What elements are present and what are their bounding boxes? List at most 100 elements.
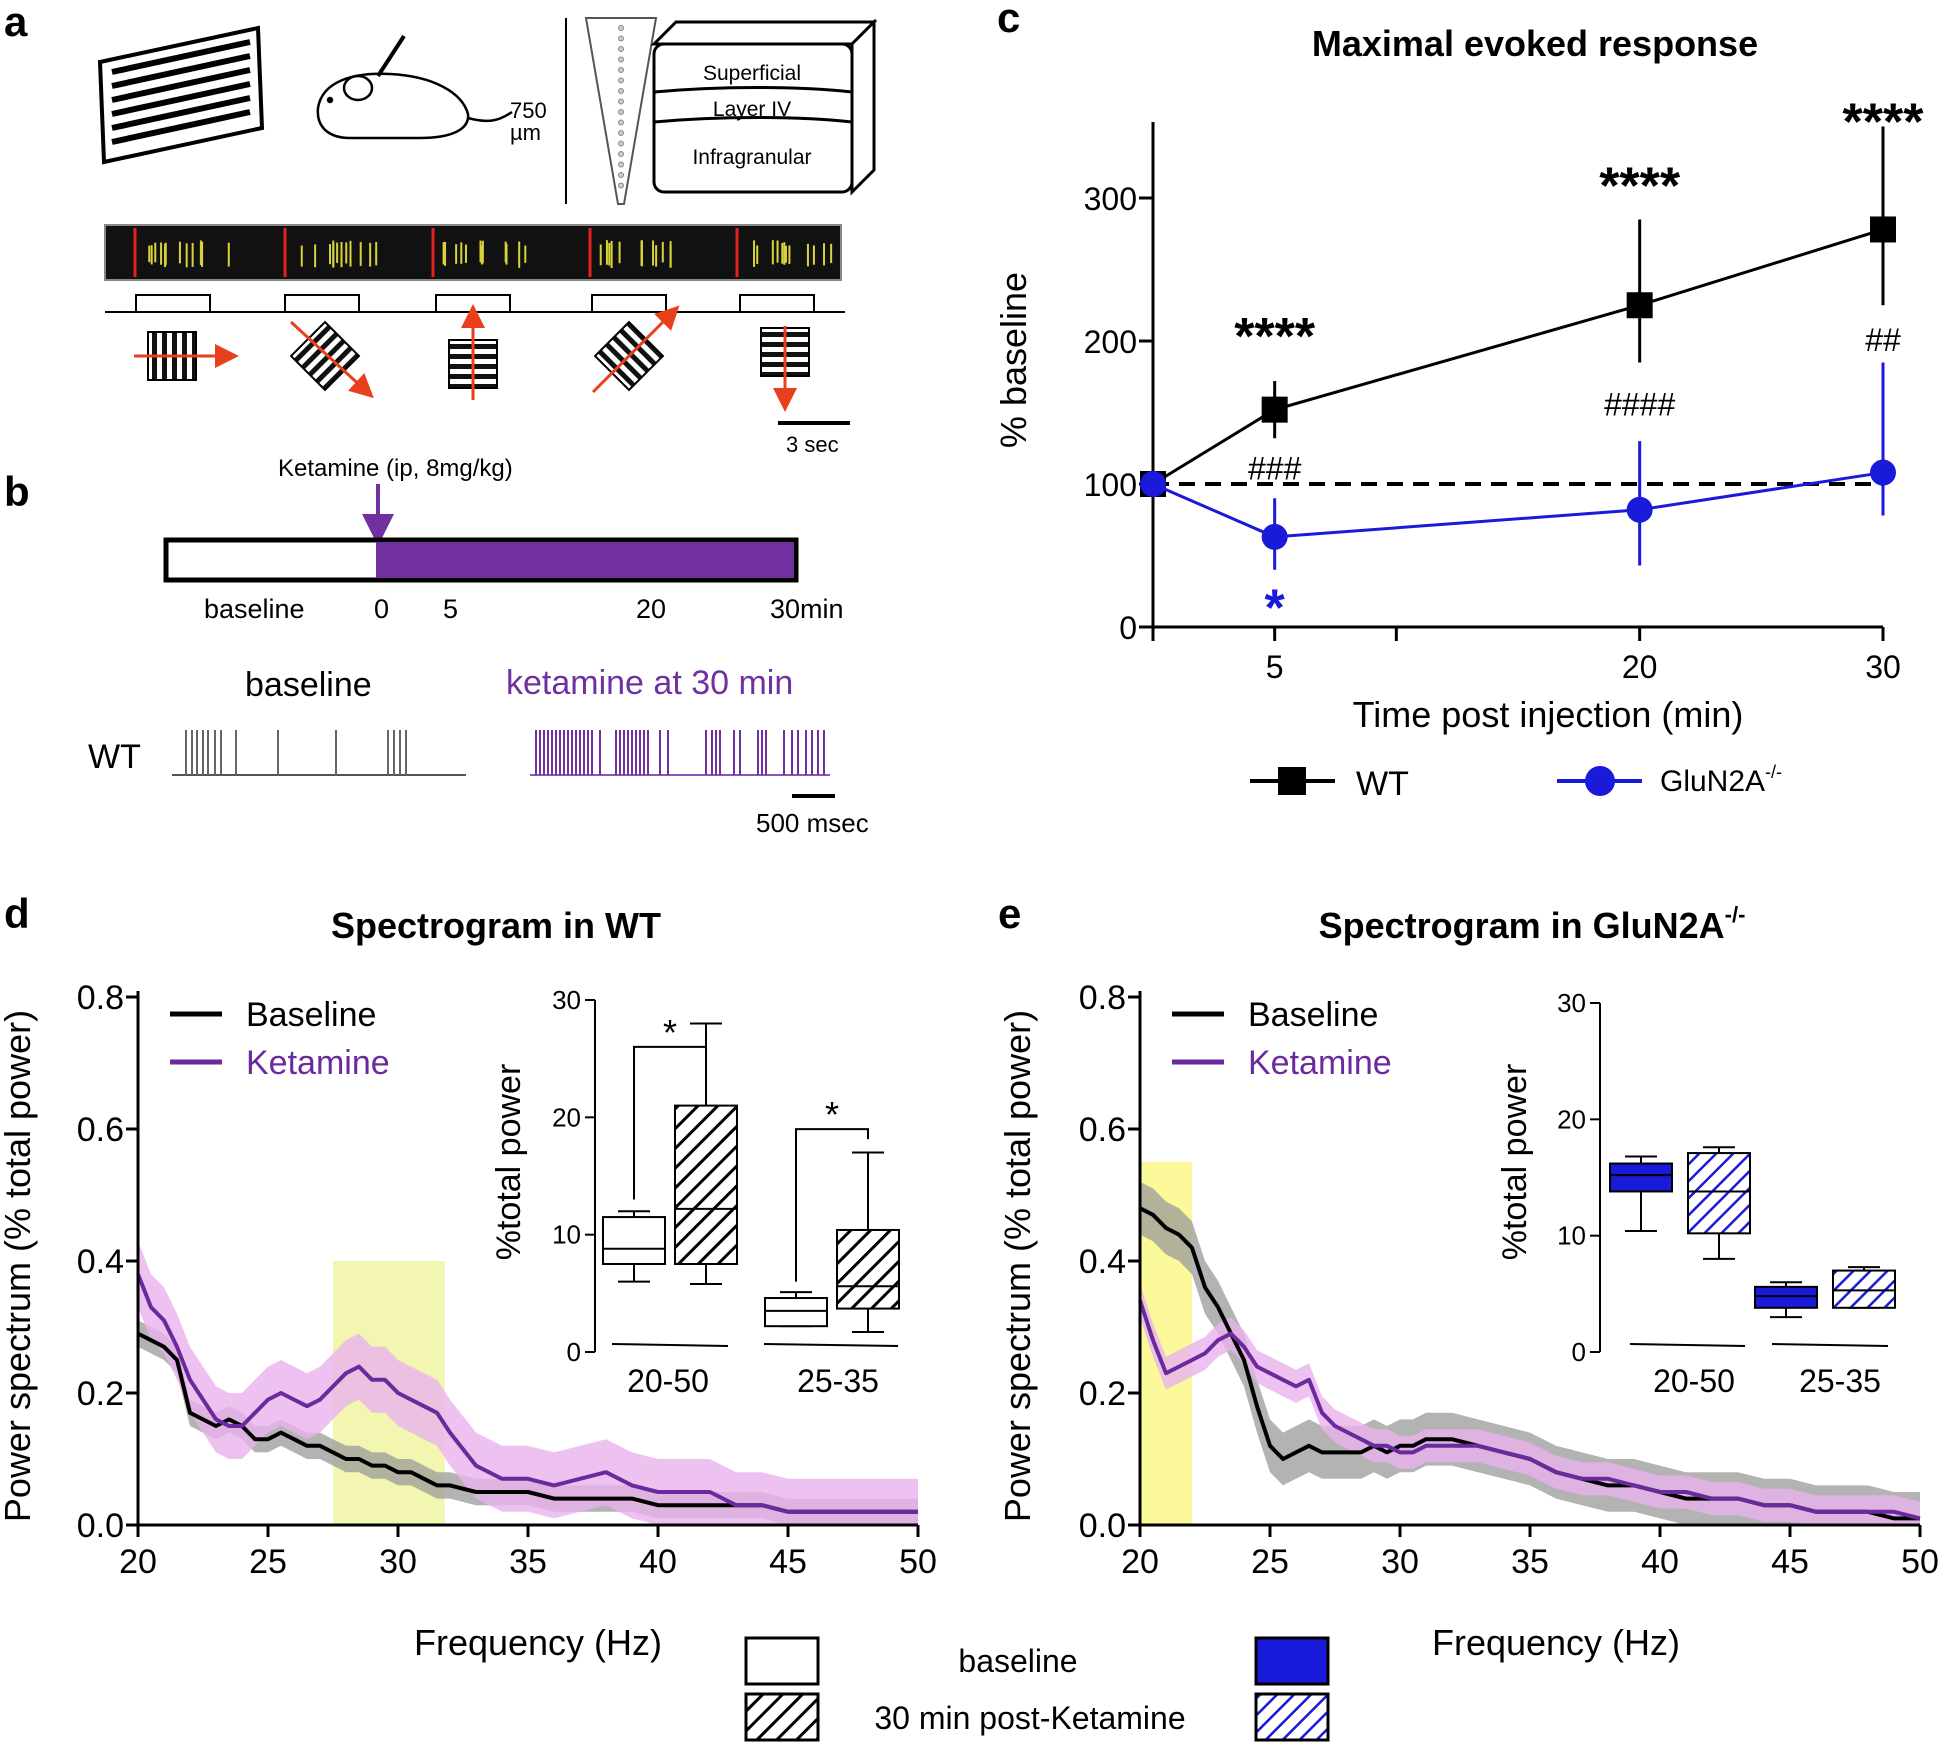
confidence-band-1 [138,1241,918,1525]
legend-ko-baseline-swatch [1254,1636,1330,1686]
chart-e-title: Spectrogram in GluN2A-/- [1319,902,1746,946]
confidence-band-1 [1140,1284,1920,1525]
x-tick-label: 50 [899,1543,937,1581]
x-tick-label: 25 [1251,1543,1289,1581]
significance-annotation: **** [1599,158,1681,216]
stimulus-on-block [739,294,815,313]
legend-e-ketamine-label: Ketamine [1248,1044,1392,1082]
x-tick-label: 35 [509,1543,547,1581]
ketamine-period-bar [376,542,794,578]
stimulus-blocks [135,294,815,313]
significance-star: * [663,1012,677,1053]
baseline-spike-trace [172,730,466,776]
panel-d-inset: %total power 0 10 20 30 20-50 25-35 * * [490,985,900,1399]
significance-bracket [633,1045,707,1200]
panel-e-inset: %total power 0 10 20 30 20-50 25-35 [1496,988,1896,1399]
group-underline [763,1343,899,1347]
chart-e-ylabel: Power spectrum (% total power) [997,1010,1038,1522]
panel-b-letter: b [4,468,30,515]
stimulus-on-block [135,294,211,313]
timeline-0-label: 0 [374,594,389,624]
data-point-circle [1626,496,1653,523]
box-25-35-ketamine [836,1228,900,1310]
y-tick-label: 0.2 [77,1375,124,1413]
panel-c-chart: Maximal evoked response Time post inject… [993,23,1924,735]
group-label: 20-50 [1653,1363,1735,1399]
significance-bracket [795,1128,869,1282]
y-tick-label: 0.8 [1079,979,1126,1017]
stimulus-on-block [284,294,360,313]
chart-e-xlabel: Frequency (Hz) [1432,1622,1680,1663]
legend-ko-ketamine-swatch [1254,1692,1330,1742]
stimulus-on-block [435,294,511,313]
inset-d-ylabel: %total power [490,1064,528,1261]
layer-label-infragranular: Infragranular [692,146,811,169]
legend-d-baseline-label: Baseline [246,996,376,1034]
legend-wt-ketamine-swatch [744,1692,820,1742]
group-underline [1629,1343,1746,1347]
x-tick-label: 5 [1266,649,1284,685]
legend-ko-marker [1585,766,1615,796]
electrode-site [618,98,624,105]
electrode-site [618,67,624,73]
mouse-icon [316,34,513,140]
timeline-baseline-label: baseline [204,594,305,624]
panel-d-letter: d [4,890,30,937]
box-20-50-ketamine [1687,1152,1751,1235]
monitor-grating-icon [97,25,265,165]
electrode-site [618,88,624,94]
inset-y-tick-label: 20 [552,1102,581,1132]
data-point-circle [1140,471,1166,497]
trace-baseline-title: baseline [245,666,372,704]
chart-c-legend: WT GluN2A-/- [1250,762,1782,803]
box-25-35-ketamine [1832,1269,1896,1309]
series-line-0 [1152,228,1884,486]
y-tick-label: 0.4 [1079,1243,1126,1281]
trace-genotype-label: WT [88,738,141,776]
y-tick-label: 0.8 [77,979,124,1017]
data-point-square [1626,292,1653,319]
direction-arrow-icon [289,320,374,399]
significance-annotation: **** [1843,93,1925,151]
panel-a-scale-label: 3 sec [786,432,839,457]
x-tick-label: 20 [119,1543,157,1581]
box-20-50-ketamine [674,1104,738,1265]
legend-wt-label: WT [1356,765,1409,803]
panel-c-letter: c [997,0,1020,41]
depth-label: 750 [510,98,547,123]
data-point-square [1261,396,1288,423]
x-tick-label: 40 [639,1543,677,1581]
x-tick-label: 45 [1771,1543,1809,1581]
box-25-35-baseline [764,1297,828,1328]
inset-e-ylabel: %total power [1496,1064,1534,1261]
stimulus-on-block [591,294,667,313]
electrode-site [618,46,624,52]
y-tick-label: 0.4 [77,1243,124,1281]
ketamine-injection-label: Ketamine (ip, 8mg/kg) [278,455,513,482]
y-tick-label: 0.6 [1079,1111,1126,1149]
significance-annotation: ### [1248,451,1302,487]
legend-d-ketamine-label: Ketamine [246,1044,390,1082]
electrode-site [618,172,624,178]
x-tick-label: 50 [1901,1543,1939,1581]
data-point-square [1870,216,1896,243]
cortex-layers-block [650,18,878,196]
group-label: 25-35 [797,1363,879,1399]
layer-label-layer-iv: Layer IV [713,98,791,121]
y-tick-label: 0.0 [77,1507,124,1545]
legend-e-baseline-label: Baseline [1248,996,1378,1034]
y-tick-label: 0.0 [1079,1507,1126,1545]
data-point-circle [1870,459,1896,486]
legend-ko-label: GluN2A-/- [1660,762,1782,798]
x-tick-label: 40 [1641,1543,1679,1581]
significance-annotation: #### [1604,386,1675,422]
significance-star: * [825,1094,839,1135]
inset-y-tick-label: 10 [1557,1221,1586,1251]
panel-b: Ketamine (ip, 8mg/kg) baseline 0 5 20 30… [88,455,869,838]
electrode-site [618,151,624,157]
legend-wt-marker [1278,767,1306,795]
x-tick-label: 35 [1511,1543,1549,1581]
chart-e-legend: Baseline Ketamine [1172,996,1392,1082]
electrode-site [618,130,624,136]
y-tick-label: 200 [1084,324,1137,360]
